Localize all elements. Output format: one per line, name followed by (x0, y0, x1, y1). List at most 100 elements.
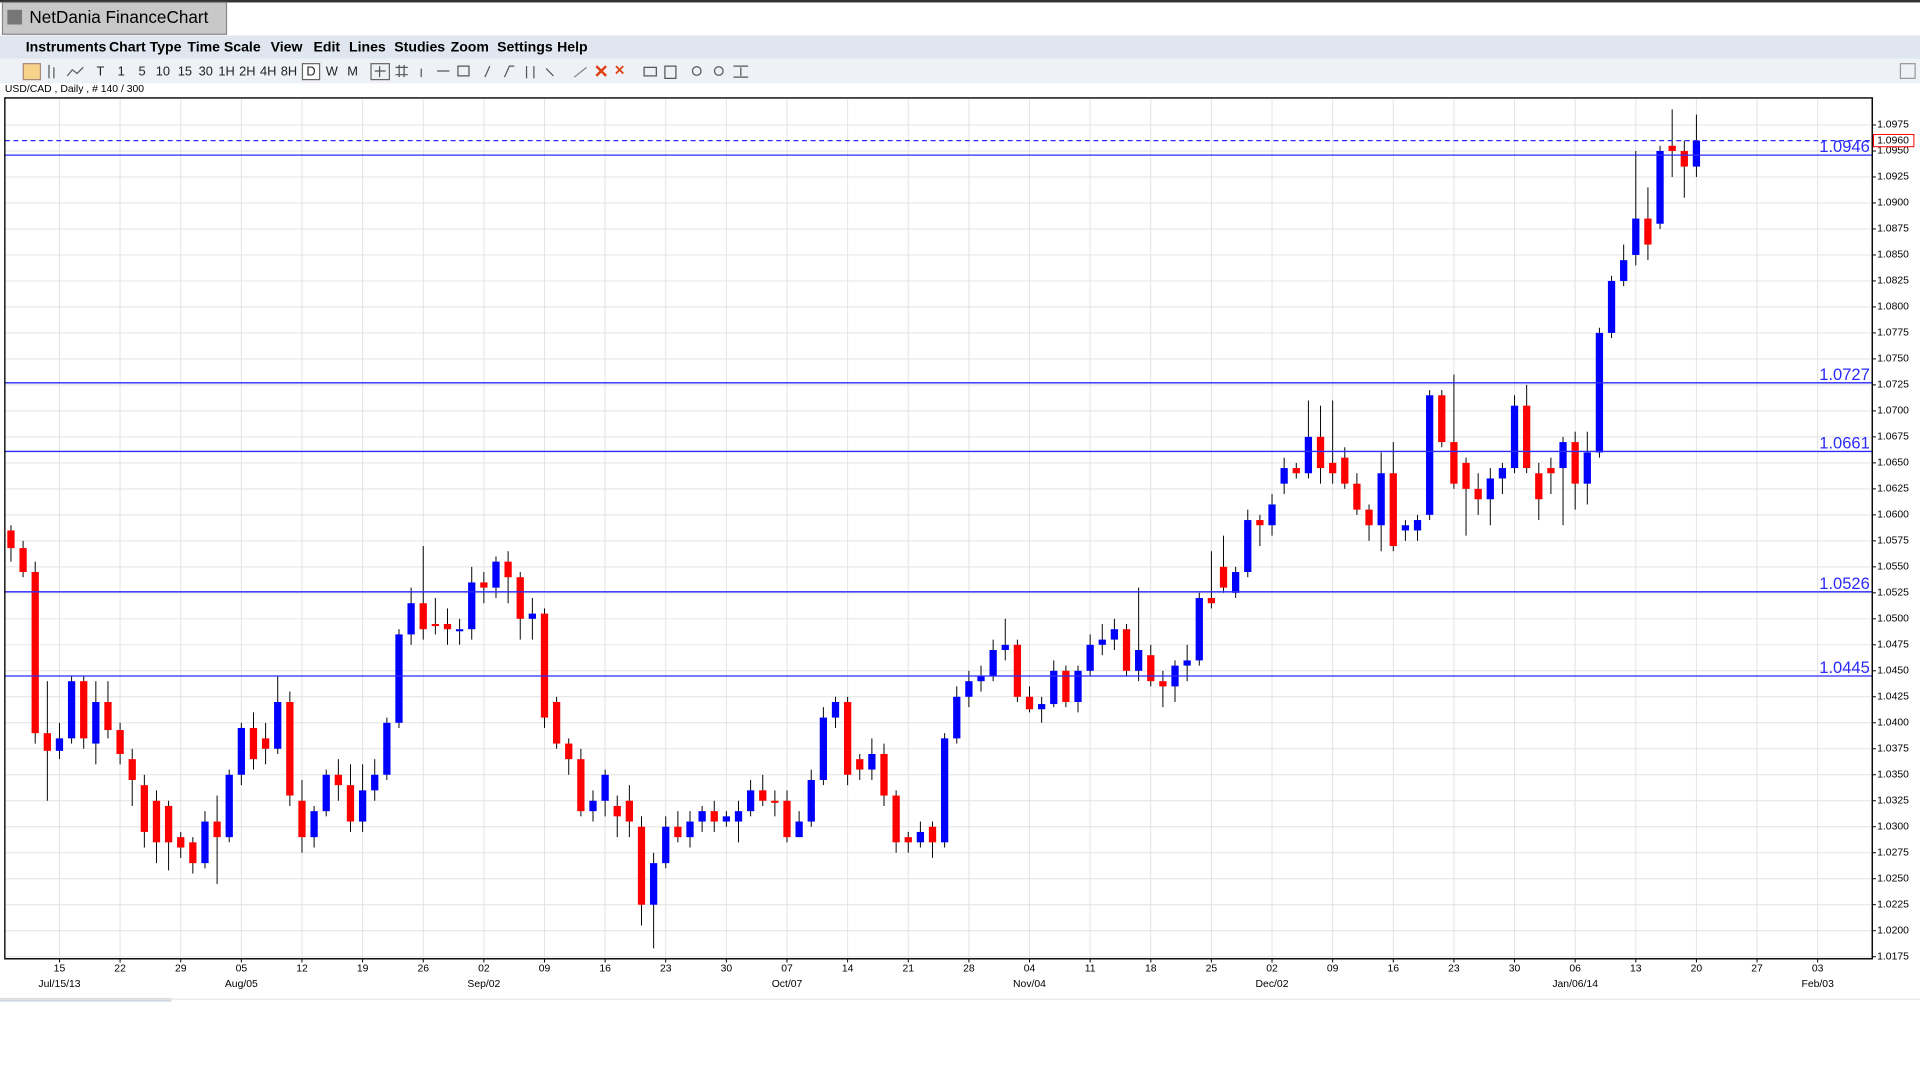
y-tick-label: 1.0875 (1877, 224, 1909, 235)
x-tick-label: 15 (54, 963, 66, 974)
tool-line[interactable] (66, 66, 84, 77)
candle-body (1244, 520, 1252, 573)
y-tick-label: 1.0200 (1877, 925, 1909, 936)
candle-body (904, 837, 912, 843)
x-tick-label: 05 (236, 963, 248, 974)
menu-item[interactable]: Studies (394, 38, 445, 54)
candle-body (80, 681, 88, 739)
candle-body (1001, 644, 1009, 651)
last-price-label: 1.0960 (1877, 135, 1909, 146)
candle-body (225, 774, 233, 838)
candle-body (1232, 572, 1240, 593)
y-tick-label: 1.0350 (1877, 770, 1909, 781)
y-tick-label: 1.0850 (1877, 250, 1909, 261)
candle-body (358, 790, 367, 822)
window-title: NetDania FinanceChart (29, 7, 208, 27)
tool-delete-all[interactable] (615, 65, 624, 75)
title-tab (1, 1, 228, 35)
grid (4, 97, 1873, 959)
candle-body (1341, 457, 1349, 484)
y-tick-label: 1.0475 (1877, 640, 1909, 651)
timeframe-button[interactable]: M (347, 64, 358, 79)
tool-corner[interactable] (1899, 63, 1916, 79)
tool-misc[interactable] (420, 65, 470, 78)
x-tick-label: 03 (1812, 963, 1824, 974)
timeframe-button[interactable]: 8H (281, 64, 297, 79)
plot: 1.0946 1.0727 1.0661 1.0526 1.0445 (4, 109, 1873, 949)
tool-delete[interactable] (595, 65, 607, 77)
tool-zoom-out[interactable] (713, 66, 724, 76)
candle-body (552, 701, 561, 744)
menu-item[interactable]: View (271, 38, 303, 54)
menu-item[interactable]: Chart Type (109, 38, 182, 54)
tool-print[interactable] (643, 66, 657, 77)
timeframe-button[interactable]: 10 (156, 64, 170, 79)
tool-trend[interactable] (573, 66, 587, 78)
timeframe-button[interactable]: 15 (178, 64, 192, 79)
last-price-box (1872, 133, 1915, 148)
candle-body (783, 800, 791, 838)
x-tick-label: 04 (1024, 963, 1036, 974)
timeframe-button[interactable]: 2H (239, 64, 255, 79)
candle-body (1086, 644, 1094, 671)
timeframe-button[interactable]: 5 (138, 64, 145, 79)
menu-item[interactable]: Settings (497, 38, 553, 54)
menu-bar (0, 35, 1920, 59)
x-tick-label: 16 (599, 963, 611, 974)
candle-body (31, 572, 39, 734)
candle-body (880, 753, 888, 796)
candle-body (419, 603, 427, 630)
menu-item[interactable]: Zoom (451, 38, 489, 54)
candle-body (213, 821, 221, 838)
menu-item[interactable]: Time Scale (187, 38, 260, 54)
tool-bars[interactable] (48, 64, 55, 79)
candle-body (1074, 670, 1082, 702)
candle-body (710, 811, 718, 822)
tool-cross[interactable] (370, 63, 390, 81)
candle-body (1486, 478, 1494, 500)
timeframe-selected[interactable] (301, 63, 321, 81)
candle-body (55, 738, 64, 751)
x-major-label: Oct/07 (772, 979, 803, 990)
candle-body (625, 800, 634, 822)
timeframe-button[interactable]: 30 (199, 64, 213, 79)
y-tick-label: 1.0950 (1877, 146, 1909, 157)
timeframe-button[interactable]: W (326, 64, 339, 79)
x-tick-label: 19 (357, 963, 369, 974)
timeframe-button[interactable]: D (306, 64, 315, 79)
menu-item[interactable]: Edit (313, 38, 340, 54)
menu-item[interactable]: Help (557, 38, 588, 54)
tool-preview[interactable] (664, 65, 677, 79)
candle-body (734, 811, 743, 822)
timeframe-button[interactable]: 1H (218, 64, 234, 79)
x-tick-label: 20 (1691, 963, 1703, 974)
tool-candle[interactable] (22, 63, 42, 81)
candle-body (868, 753, 876, 770)
candle-body (1062, 670, 1070, 702)
candle-body (1607, 280, 1616, 333)
x-tick-label: 21 (902, 963, 914, 974)
candle-body (819, 717, 828, 780)
x-tick-label: 30 (721, 963, 733, 974)
candle-body (1013, 644, 1022, 697)
y-tick-label: 1.0725 (1877, 380, 1909, 391)
tool-zoom-in[interactable] (691, 66, 702, 76)
candle-body (431, 624, 439, 627)
x-tick-label: 28 (963, 963, 975, 974)
tool-grid[interactable] (374, 64, 408, 78)
candle-body (589, 800, 597, 812)
candle-body (1692, 140, 1701, 167)
tool-fit[interactable] (733, 65, 749, 78)
menu-item[interactable]: Lines (349, 38, 386, 54)
candle-body (1547, 468, 1555, 474)
tool-drawing[interactable] (484, 65, 554, 79)
timeframe-button[interactable]: 4H (260, 64, 276, 79)
timeframe-button[interactable]: 1 (118, 64, 125, 79)
candle-body (249, 727, 258, 760)
menu-item[interactable]: Instruments (26, 38, 107, 54)
timeframe-button[interactable]: T (96, 64, 104, 79)
candle-body (1656, 150, 1664, 224)
candle-body (1559, 442, 1567, 469)
y-tick-label: 1.0400 (1877, 718, 1909, 729)
